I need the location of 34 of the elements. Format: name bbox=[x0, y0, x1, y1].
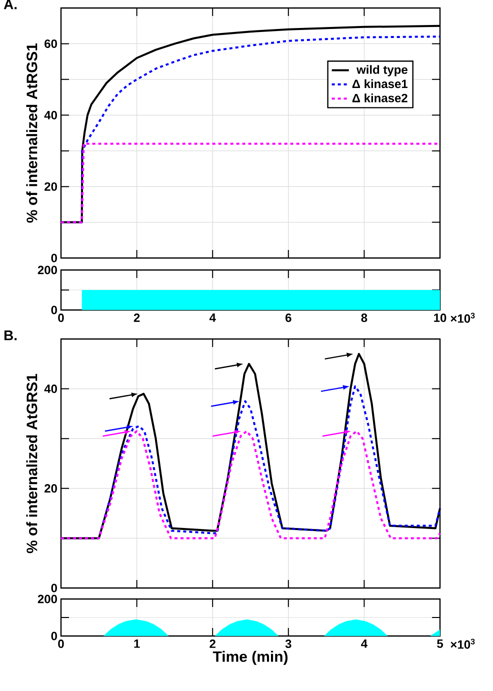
x-tick-label: 2 bbox=[210, 640, 216, 648]
legend-label: Δ kinase2 bbox=[352, 94, 408, 102]
y-tick-label: 40 bbox=[44, 384, 57, 394]
text: ×10$^{3}$ bbox=[450, 638, 475, 649]
x-tick-label: 0 bbox=[58, 640, 64, 648]
chart-title: B. bbox=[4, 330, 17, 340]
y-tick-label: 0 bbox=[51, 584, 57, 592]
line-series bbox=[60, 430, 441, 540]
y-tick-label: 20 bbox=[44, 484, 57, 493]
text: ×10$^{3}$ bbox=[450, 312, 475, 323]
y-axis-title: % of internalized AtGRS1 bbox=[26, 374, 38, 554]
x-tick-label: 4 bbox=[209, 314, 216, 322]
y-axis-title: % of internalized AtRGS1 bbox=[26, 43, 38, 223]
y-tick-label: 0 bbox=[51, 254, 57, 262]
x-tick-label: 1 bbox=[134, 640, 140, 648]
x-tick-label: 5 bbox=[437, 640, 443, 648]
legend-label: Δ kinase1 bbox=[352, 79, 408, 88]
y-tick-label: 0 bbox=[51, 306, 57, 314]
y-tick-label: 60 bbox=[44, 39, 57, 48]
x-tick-label: 8 bbox=[361, 314, 368, 322]
legend-label: wild type bbox=[356, 65, 408, 76]
x-tick-label: 0 bbox=[58, 314, 64, 322]
y-tick-label: 0 bbox=[51, 632, 57, 640]
x-axis-title: Time (min) bbox=[212, 650, 288, 665]
x-tick-label: 10 bbox=[434, 314, 446, 322]
y-tick-label: 20 bbox=[44, 182, 57, 191]
y-tick-label: 200 bbox=[38, 266, 57, 274]
chart-title: A. bbox=[4, 0, 17, 10]
y-tick-label: 40 bbox=[44, 110, 57, 120]
x-tick-label: 2 bbox=[134, 314, 140, 322]
y-tick-label: 200 bbox=[38, 594, 57, 604]
x-tick-label: 4 bbox=[361, 640, 368, 648]
x-tick-label: 6 bbox=[286, 314, 292, 322]
x-tick-label: 3 bbox=[285, 640, 292, 648]
